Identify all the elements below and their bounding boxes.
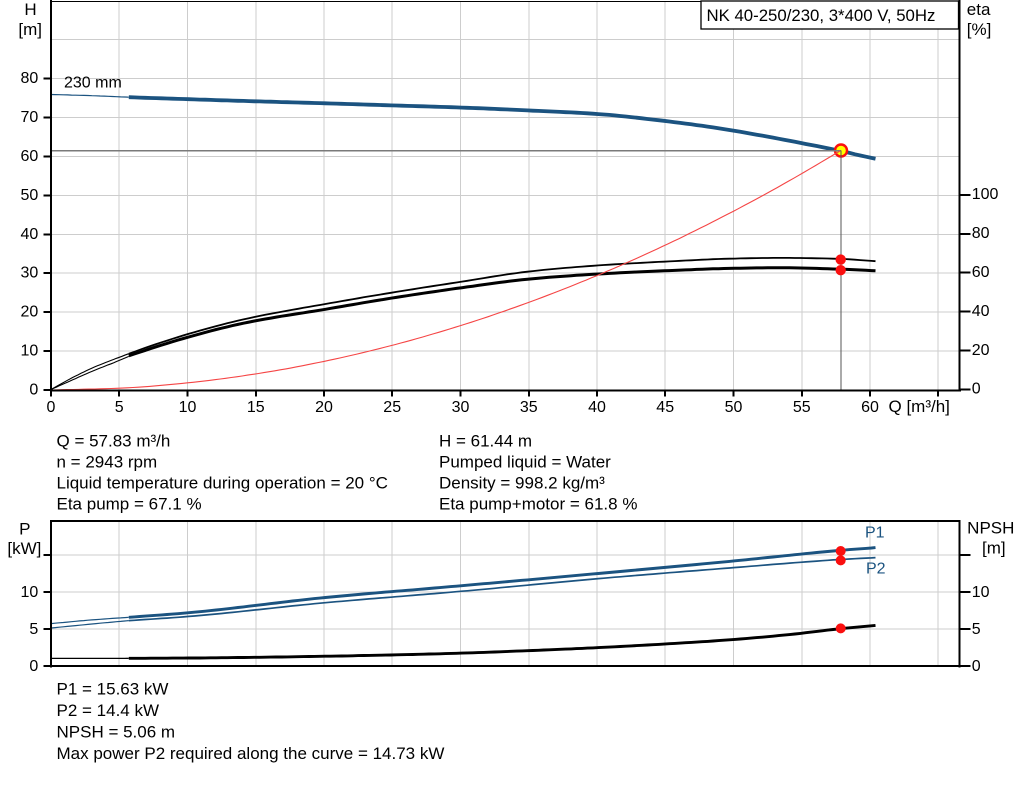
svg-text:55: 55 [793, 399, 811, 416]
svg-text:eta: eta [967, 0, 991, 19]
svg-text:n = 2943 rpm: n = 2943 rpm [57, 453, 158, 472]
svg-text:10: 10 [972, 584, 990, 601]
svg-text:25: 25 [383, 399, 401, 416]
svg-text:50: 50 [725, 399, 743, 416]
svg-text:NPSH: NPSH [967, 518, 1014, 537]
svg-text:Pumped liquid = Water: Pumped liquid = Water [439, 453, 611, 472]
svg-text:H: H [24, 0, 36, 19]
svg-text:5: 5 [972, 621, 981, 638]
svg-text:0: 0 [29, 382, 38, 399]
svg-text:5: 5 [115, 399, 124, 416]
svg-text:10: 10 [21, 584, 39, 601]
svg-text:230 mm: 230 mm [64, 75, 122, 92]
svg-text:80: 80 [21, 70, 39, 87]
svg-text:40: 40 [588, 399, 606, 416]
svg-text:80: 80 [972, 225, 990, 242]
svg-text:60: 60 [972, 264, 990, 281]
svg-text:10: 10 [21, 343, 39, 360]
svg-text:70: 70 [21, 109, 39, 126]
svg-text:[m]: [m] [982, 539, 1006, 558]
svg-text:0: 0 [972, 658, 981, 675]
svg-text:NK 40-250/230, 3*400 V, 50Hz: NK 40-250/230, 3*400 V, 50Hz [707, 6, 936, 25]
svg-text:0: 0 [47, 399, 56, 416]
svg-text:45: 45 [656, 399, 674, 416]
svg-text:0: 0 [972, 381, 981, 398]
svg-text:Q [m³/h]: Q [m³/h] [889, 397, 950, 416]
svg-text:50: 50 [21, 187, 39, 204]
svg-text:Eta pump+motor = 61.8 %: Eta pump+motor = 61.8 % [439, 495, 637, 514]
svg-text:30: 30 [21, 265, 39, 282]
svg-text:P2 = 14.4 kW: P2 = 14.4 kW [57, 701, 160, 720]
svg-text:[m]: [m] [18, 20, 42, 39]
svg-text:20: 20 [315, 399, 333, 416]
svg-text:[kW]: [kW] [7, 539, 41, 558]
svg-text:Liquid temperature during oper: Liquid temperature during operation = 20… [57, 474, 388, 493]
svg-text:Max power P2 required along th: Max power P2 required along the curve = … [57, 744, 445, 763]
svg-text:H = 61.44 m: H = 61.44 m [439, 432, 532, 451]
svg-text:60: 60 [21, 148, 39, 165]
svg-text:[%]: [%] [967, 20, 992, 39]
svg-text:20: 20 [21, 304, 39, 321]
svg-text:100: 100 [972, 186, 999, 203]
svg-text:60: 60 [861, 399, 879, 416]
svg-text:Q = 57.83 m³/h: Q = 57.83 m³/h [57, 432, 171, 451]
svg-text:Eta pump = 67.1 %: Eta pump = 67.1 % [57, 495, 202, 514]
svg-text:15: 15 [247, 399, 265, 416]
svg-text:20: 20 [972, 342, 990, 359]
svg-text:0: 0 [29, 658, 38, 675]
svg-text:5: 5 [29, 621, 38, 638]
svg-text:NPSH = 5.06 m: NPSH = 5.06 m [57, 723, 176, 742]
svg-text:10: 10 [179, 399, 197, 416]
svg-text:Density = 998.2 kg/m³: Density = 998.2 kg/m³ [439, 474, 605, 493]
svg-text:P: P [19, 519, 30, 538]
svg-text:P1 = 15.63 kW: P1 = 15.63 kW [57, 680, 169, 699]
svg-text:P2: P2 [866, 561, 886, 578]
svg-text:40: 40 [972, 303, 990, 320]
svg-text:P1: P1 [865, 525, 885, 542]
svg-text:35: 35 [520, 399, 538, 416]
svg-text:40: 40 [21, 226, 39, 243]
svg-text:30: 30 [452, 399, 470, 416]
